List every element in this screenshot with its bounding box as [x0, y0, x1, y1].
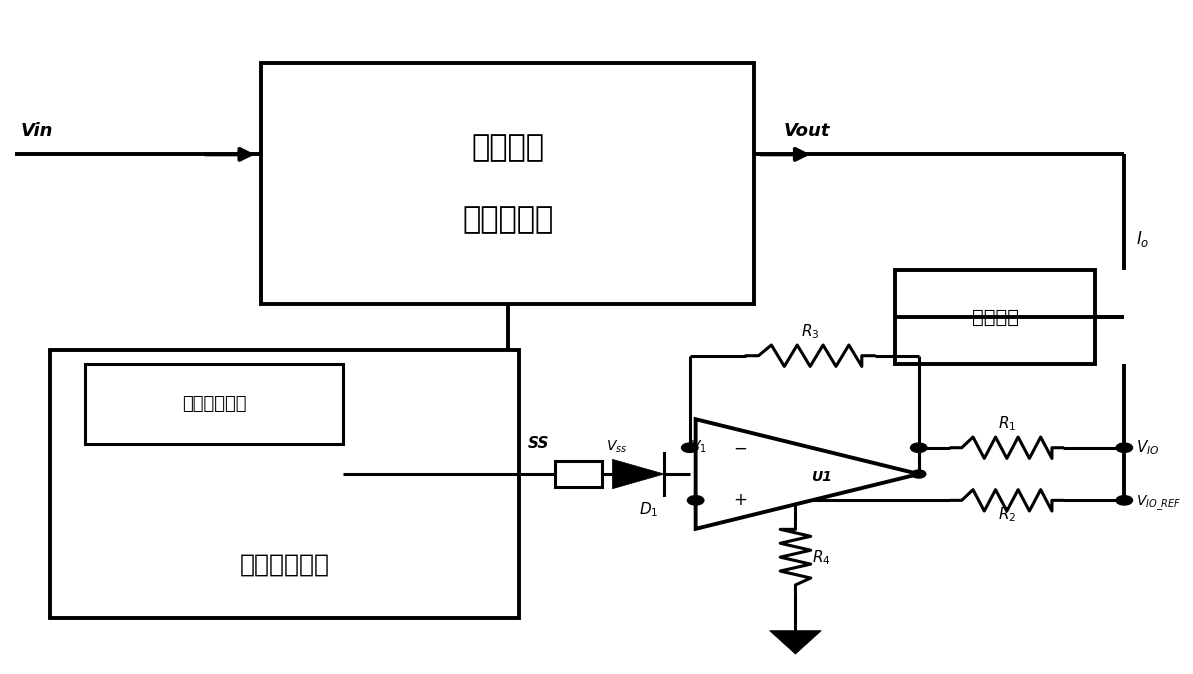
- Bar: [895, 270, 1095, 364]
- Text: $-$: $-$: [734, 439, 747, 457]
- Text: $V_{ss}$: $V_{ss}$: [606, 439, 628, 456]
- Bar: [261, 63, 754, 303]
- Circle shape: [1117, 495, 1132, 505]
- Text: $I_o$: $I_o$: [1136, 229, 1150, 249]
- Bar: [555, 460, 601, 487]
- Polygon shape: [696, 419, 919, 529]
- Text: $R_1$: $R_1$: [997, 415, 1016, 433]
- Bar: [50, 350, 519, 618]
- Text: 电流采样: 电流采样: [971, 307, 1019, 326]
- Text: $+$: $+$: [734, 491, 747, 510]
- Text: Vin: Vin: [20, 122, 52, 140]
- Text: 主功率电路: 主功率电路: [462, 205, 554, 234]
- Text: 电源控制模块: 电源控制模块: [240, 552, 329, 576]
- Text: $D_1$: $D_1$: [639, 501, 659, 520]
- Text: U1: U1: [811, 470, 832, 485]
- Circle shape: [911, 470, 926, 478]
- Circle shape: [1117, 443, 1132, 452]
- Text: $V_{IO}$: $V_{IO}$: [1136, 438, 1160, 457]
- Text: $V_{IO\_REF}$: $V_{IO\_REF}$: [1136, 494, 1181, 514]
- Text: $R_4$: $R_4$: [812, 548, 830, 567]
- Text: SS: SS: [527, 435, 549, 451]
- Bar: [85, 364, 344, 444]
- Text: $R_3$: $R_3$: [801, 322, 820, 341]
- Text: 开关电源: 开关电源: [471, 133, 544, 162]
- Circle shape: [681, 443, 698, 452]
- Text: $V_1$: $V_1$: [690, 439, 706, 456]
- Circle shape: [687, 495, 704, 505]
- Polygon shape: [612, 459, 665, 489]
- Text: Vout: Vout: [784, 122, 830, 140]
- Text: $R_2$: $R_2$: [997, 506, 1016, 524]
- Text: 驱动信号生成: 驱动信号生成: [181, 395, 247, 413]
- Circle shape: [910, 443, 927, 452]
- Polygon shape: [769, 631, 821, 654]
